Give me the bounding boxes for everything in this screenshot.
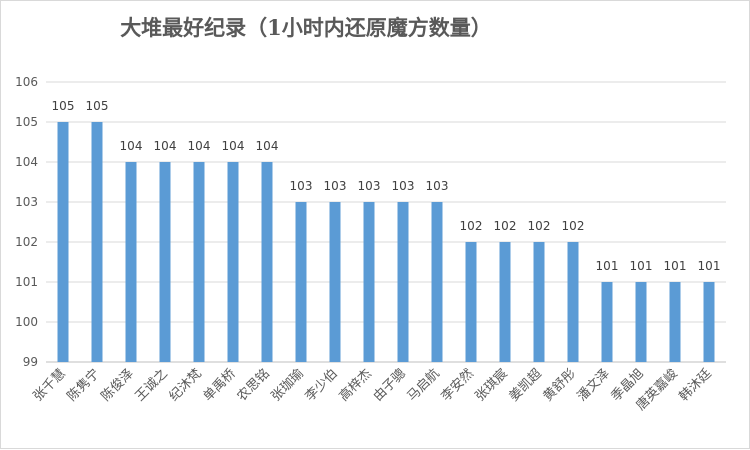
y-tick-label: 104 <box>15 155 38 169</box>
y-tick-label: 100 <box>15 315 38 329</box>
data-label: 103 <box>358 179 381 193</box>
x-category-label: 张珈瑜 <box>269 366 307 404</box>
data-label: 103 <box>392 179 415 193</box>
data-label: 101 <box>630 259 653 273</box>
bar <box>397 202 409 362</box>
bar <box>261 162 273 362</box>
y-tick-label: 106 <box>15 75 38 89</box>
data-label: 104 <box>154 139 177 153</box>
data-label: 101 <box>698 259 721 273</box>
x-category-label: 姜凯超 <box>507 366 545 404</box>
data-label: 102 <box>494 219 517 233</box>
x-category-label: 由子骢 <box>370 366 409 405</box>
bar <box>57 122 69 362</box>
bar <box>295 202 307 362</box>
bar <box>669 282 681 362</box>
bar <box>431 202 443 362</box>
chart-title: 大堆最好纪录（1小时内还原魔方数量） <box>120 15 492 40</box>
gridlines <box>46 81 726 363</box>
x-category-label: 陈隽宁 <box>64 366 103 405</box>
bars <box>57 122 715 362</box>
data-label: 105 <box>52 99 75 113</box>
data-labels: 105 105 104 104 104 104 104 103 103 103 103 103 102 1… <box>52 99 721 273</box>
data-label: 102 <box>528 219 551 233</box>
bar <box>91 122 103 362</box>
y-tick-label: 99 <box>23 355 38 369</box>
bar <box>703 282 715 362</box>
bar <box>499 242 511 362</box>
data-label: 104 <box>256 139 279 153</box>
bar <box>159 162 171 362</box>
data-label: 101 <box>664 259 687 273</box>
x-category-label: 李少伯 <box>303 366 341 404</box>
data-label: 105 <box>86 99 109 113</box>
x-category-label: 高梓杰 <box>336 366 375 405</box>
bar <box>193 162 205 362</box>
bar <box>635 282 647 362</box>
x-category-label: 潘文泽 <box>575 366 613 404</box>
bar <box>125 162 137 362</box>
data-label: 104 <box>222 139 245 153</box>
x-axis-categories: 张千慧陈隽宁陈俊泽王诚之纪沐梵单禹桥农思铭张珈瑜李少伯高梓杰由子骢马启航李安然张… <box>30 366 715 414</box>
data-label: 102 <box>460 219 483 233</box>
x-category-label: 张千慧 <box>30 366 69 405</box>
data-label: 104 <box>120 139 143 153</box>
x-category-label: 李安然 <box>438 366 477 405</box>
x-category-label: 马启航 <box>404 366 443 405</box>
bar <box>567 242 579 362</box>
data-label: 103 <box>324 179 347 193</box>
x-category-label: 纪沐梵 <box>167 366 205 404</box>
data-label: 103 <box>426 179 449 193</box>
y-axis-ticks: 99 100 101 102 103 104 105 106 <box>15 75 38 369</box>
bar <box>363 202 375 362</box>
bar <box>329 202 341 362</box>
x-category-label: 王诚之 <box>133 366 171 404</box>
x-category-label: 陈俊泽 <box>98 366 137 405</box>
y-tick-label: 102 <box>15 235 38 249</box>
bar <box>533 242 545 362</box>
bar <box>601 282 613 362</box>
x-category-label: 黄舒彤 <box>541 366 579 404</box>
data-label: 101 <box>596 259 619 273</box>
data-label: 104 <box>188 139 211 153</box>
y-tick-label: 105 <box>15 115 38 129</box>
x-category-label: 单禹桥 <box>201 366 239 404</box>
x-category-label: 农思铭 <box>235 366 273 404</box>
y-tick-label: 103 <box>15 195 38 209</box>
data-label: 102 <box>562 219 585 233</box>
x-category-label: 张琪宸 <box>472 366 511 405</box>
data-label: 103 <box>290 179 313 193</box>
y-tick-label: 101 <box>15 275 38 289</box>
x-category-label: 韩沐廷 <box>677 366 715 404</box>
bar <box>227 162 239 362</box>
bar <box>465 242 477 362</box>
